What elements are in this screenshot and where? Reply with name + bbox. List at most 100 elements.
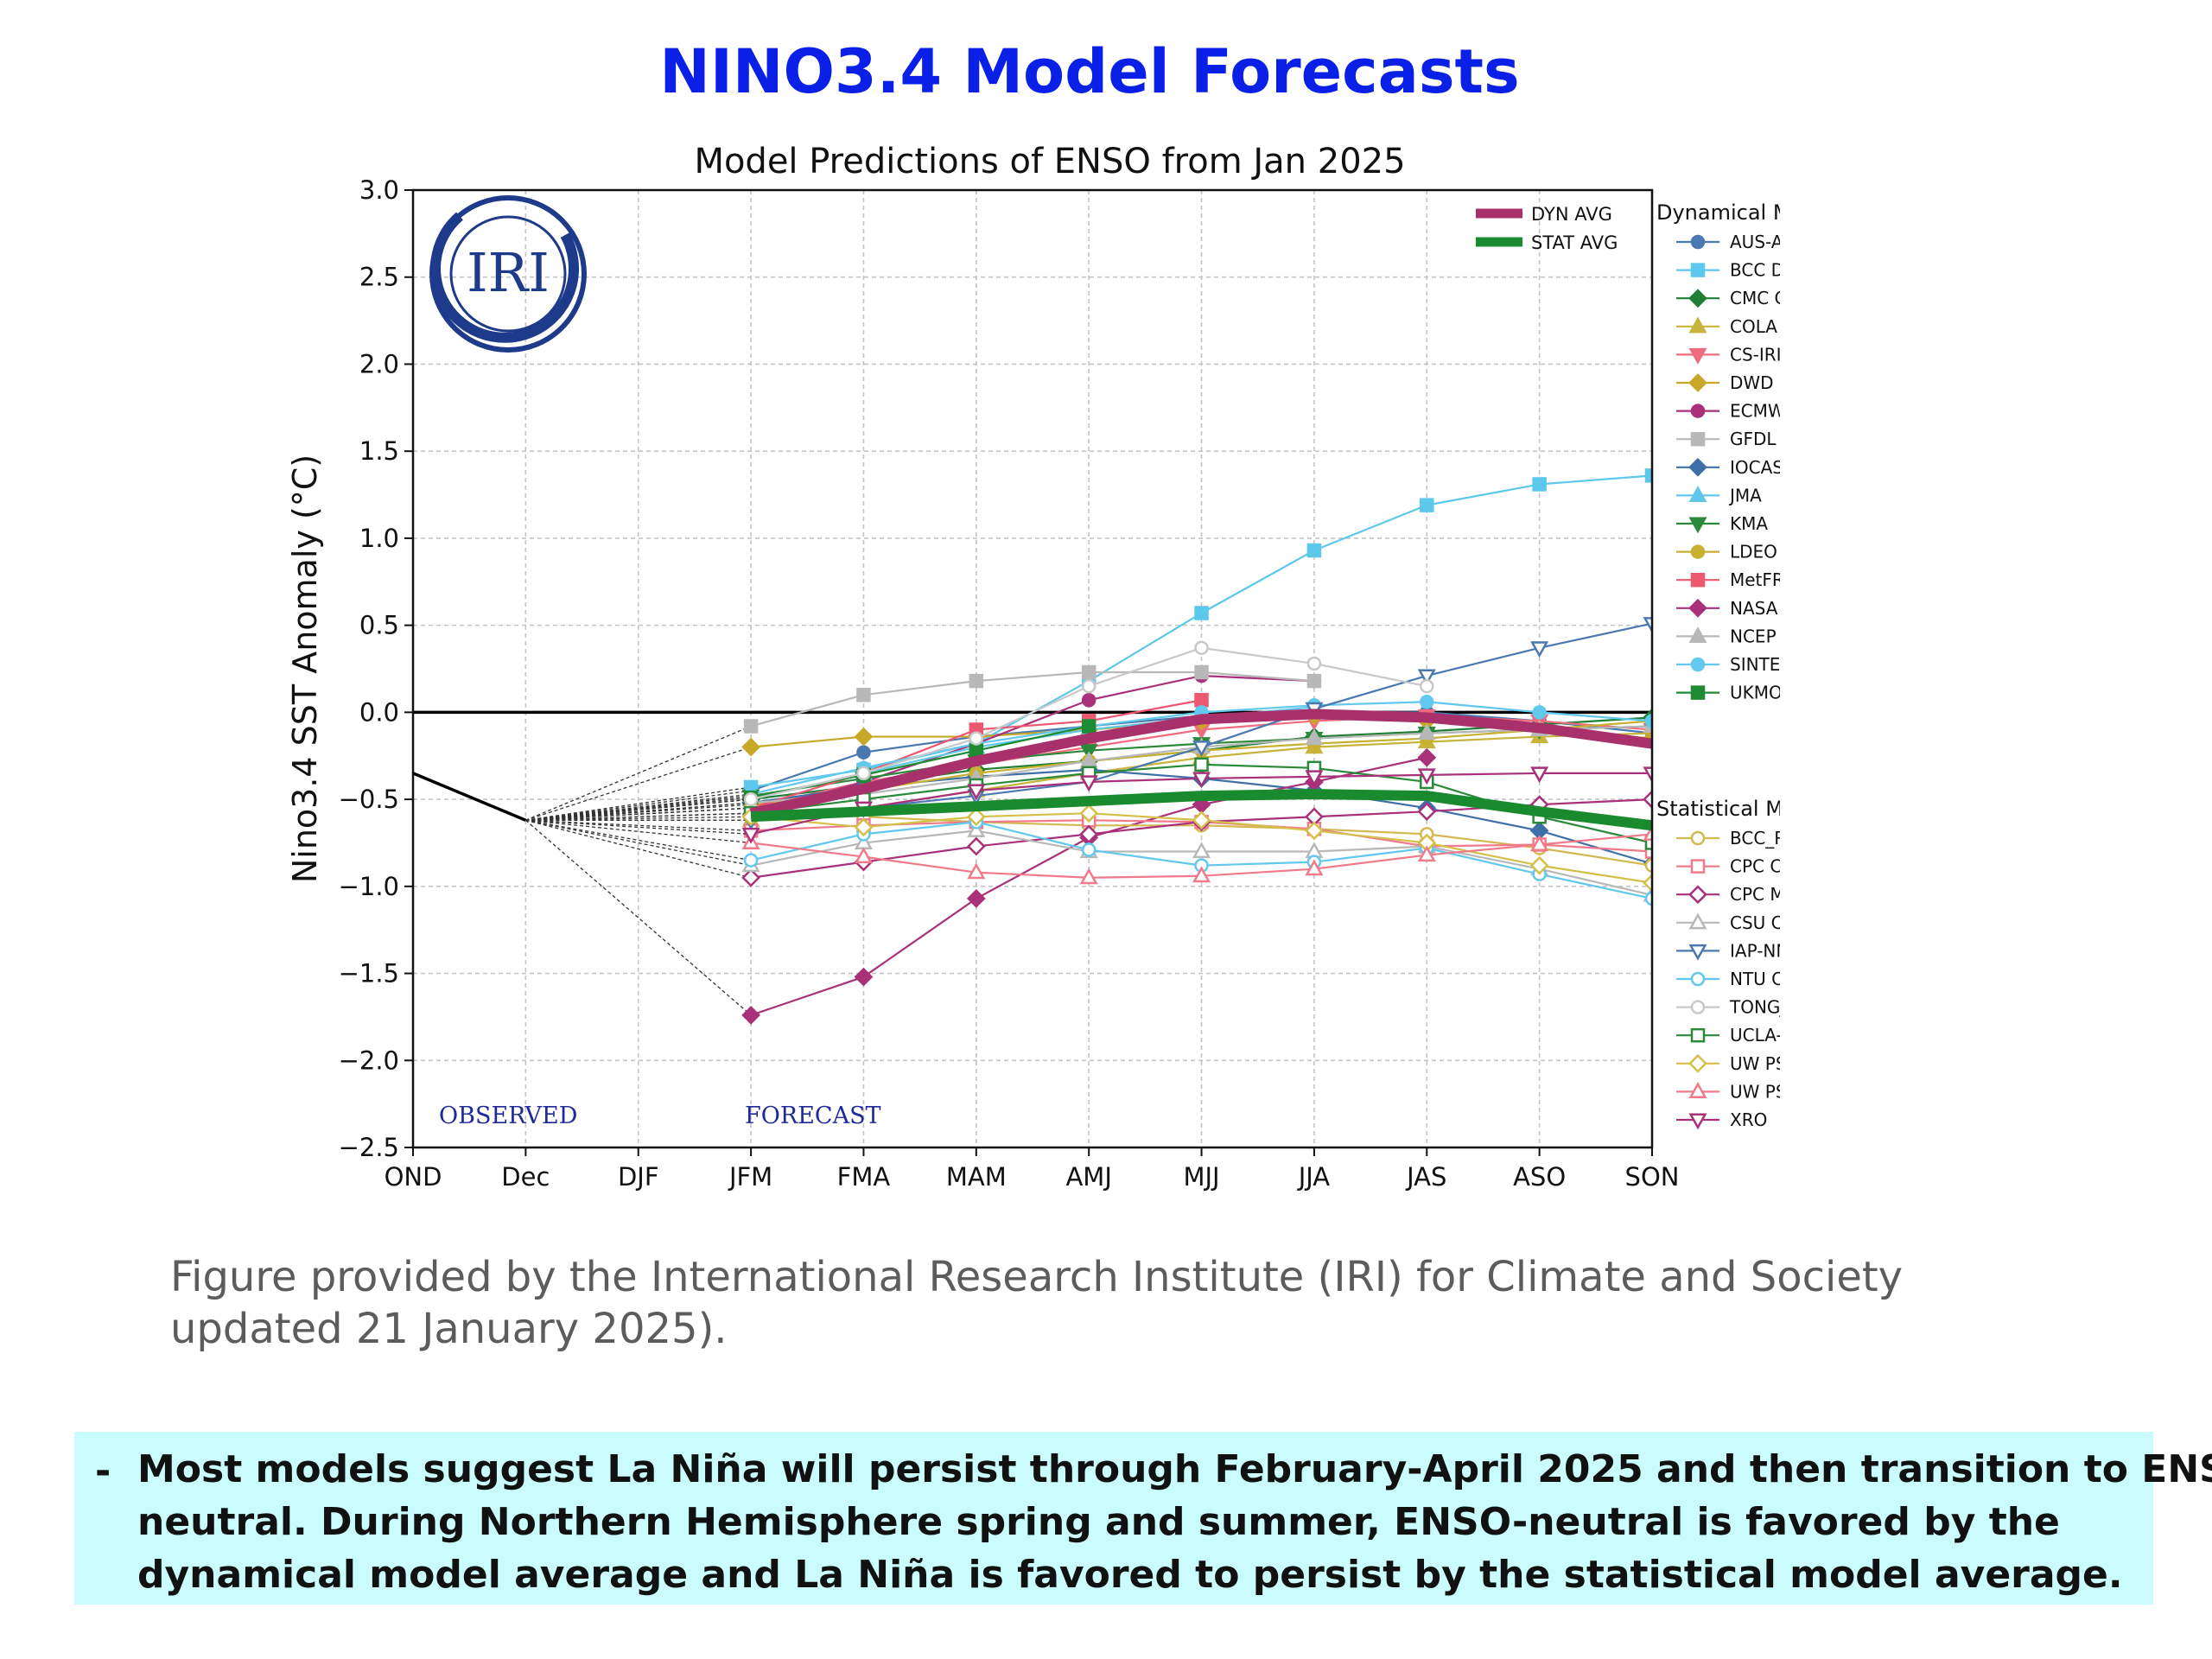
series-point-tongji-ml bbox=[969, 731, 984, 746]
series-point-ucla-tcd bbox=[1644, 836, 1652, 850]
series-point-sintex-f bbox=[1532, 705, 1547, 720]
annotation-forecast: FORECAST bbox=[745, 1103, 881, 1129]
series-point-cpc-mrkov bbox=[1643, 790, 1652, 809]
series-point-gfdl-spear bbox=[1194, 664, 1209, 680]
series-point-gfdl-spear bbox=[1306, 673, 1322, 689]
series-point-sintex-f bbox=[1644, 714, 1652, 728]
y-tick-label: −2.0 bbox=[339, 1046, 399, 1075]
series-point-csu-clipr bbox=[967, 821, 986, 837]
legend-marker-kma bbox=[1688, 517, 1707, 534]
note-line-2: neutral. During Northern Hemisphere spri… bbox=[137, 1500, 2060, 1544]
note-text: Most models suggest La Niña will persist… bbox=[137, 1443, 2212, 1601]
x-tick-label: MJJ bbox=[1183, 1162, 1219, 1192]
x-tick-label: Dec bbox=[501, 1162, 550, 1192]
y-tick-label: −1.0 bbox=[339, 872, 399, 901]
legend-marker-nasa-gmao bbox=[1688, 598, 1707, 618]
legend-label-ucla-tcd: UCLA-TCD bbox=[1730, 1025, 1780, 1046]
legend-marker-sintex-f bbox=[1690, 657, 1706, 672]
series-point-tongji-ml bbox=[1194, 640, 1209, 656]
x-tick-label: ASO bbox=[1513, 1162, 1566, 1192]
legend-label-cpc-ca: CPC CA bbox=[1730, 856, 1780, 877]
y-tick-label: 1.5 bbox=[359, 436, 399, 466]
connector-cpc-ca bbox=[525, 819, 752, 832]
legend-label-nasa-gmao: NASA GMAO bbox=[1730, 598, 1780, 619]
y-tick-label: 0.0 bbox=[359, 697, 399, 727]
y-tick-label: −2.5 bbox=[339, 1133, 399, 1162]
observed-line bbox=[413, 772, 527, 822]
legend-marker-cola-ccsm4 bbox=[1688, 316, 1707, 334]
plot-area bbox=[413, 190, 1652, 1147]
series-point-gfdl-spear bbox=[1081, 664, 1096, 680]
y-tick-label: 1.0 bbox=[359, 524, 399, 553]
legend-label-ntu-coda: NTU CODA bbox=[1730, 969, 1780, 989]
plot-group bbox=[413, 468, 1652, 1025]
y-tick-label: 2.5 bbox=[359, 263, 399, 292]
series-point-bcc-diap bbox=[1420, 498, 1434, 512]
series-point-ncep-cfsv2 bbox=[1417, 723, 1436, 741]
legend-label-aus-access: AUS-ACCESS bbox=[1730, 232, 1780, 252]
series-point-uw-psl-lim bbox=[967, 862, 986, 880]
connector-uw-psl-lim bbox=[525, 819, 752, 844]
series-point-bcc-diap bbox=[1194, 606, 1209, 620]
legend-title-dynamical-models: Dynamical Models bbox=[1656, 200, 1780, 225]
legend-label-uw-psl-lim: UW PSL-LIM bbox=[1730, 1081, 1780, 1102]
connector-cpc-mrkov bbox=[525, 819, 752, 879]
legend-marker-bcc-rzdm bbox=[1690, 830, 1706, 846]
legend-label-jma: JMA bbox=[1728, 485, 1762, 505]
legend-label-ecmwf: ECMWF bbox=[1730, 401, 1780, 422]
series-point-uw-psl-cslim bbox=[1529, 855, 1549, 875]
series-point-xro bbox=[967, 784, 986, 801]
legend-label-csu-clipr: CSU CLIPR bbox=[1730, 912, 1780, 933]
series-point-cpc-mrkov bbox=[966, 836, 986, 856]
legend-label-tongji-ml: TONGJI-ML bbox=[1729, 997, 1780, 1018]
series-point-ecmwf bbox=[1081, 693, 1096, 708]
figure-caption: Figure provided by the International Res… bbox=[170, 1251, 2114, 1355]
legend-label-ncep-cfsv2: NCEP CFSv2 bbox=[1730, 626, 1780, 646]
series-point-nasa-gmao bbox=[966, 889, 986, 908]
connector-ucla-tcd bbox=[525, 812, 752, 821]
series-point-ntu-coda bbox=[743, 853, 759, 868]
series-point-cpc-ca bbox=[1644, 844, 1652, 859]
series-point-gfdl-spear bbox=[969, 673, 984, 689]
series-point-xro bbox=[1417, 768, 1436, 785]
legend-marker-uw-psl-lim bbox=[1688, 1082, 1707, 1098]
legend-marker-aus-access bbox=[1690, 234, 1706, 250]
series-point-iap-nn bbox=[1530, 641, 1549, 658]
connector-gfdl-spear bbox=[525, 725, 752, 821]
connector-bcc-diap bbox=[525, 786, 752, 821]
chart-title: Model Predictions of ENSO from Jan 2025 bbox=[694, 142, 1405, 181]
series-point-uw-psl-lim bbox=[854, 847, 873, 864]
legend-label-bcc-rzdm: BCC_RZDM bbox=[1730, 828, 1780, 849]
y-axis-label: Nino3.4 SST Anomaly (°C) bbox=[286, 454, 324, 883]
legend-marker-ncep-cfsv2 bbox=[1688, 626, 1707, 643]
series-point-cpc-mrkov bbox=[1417, 802, 1437, 822]
note-line-1: Most models suggest La Niña will persist… bbox=[137, 1447, 2212, 1491]
x-tick-label: MAM bbox=[946, 1162, 1007, 1192]
series-point-dwd bbox=[741, 737, 760, 757]
y-tick-label: −1.5 bbox=[339, 959, 399, 988]
series-point-tongji-ml bbox=[1420, 678, 1434, 694]
legend-label-ukmo: UKMO bbox=[1730, 683, 1780, 703]
series-point-aus-access bbox=[856, 745, 871, 760]
legend-label-xro: XRO bbox=[1730, 1109, 1767, 1130]
logo-inner-ring bbox=[449, 215, 567, 333]
y-tick-label: 0.5 bbox=[359, 611, 399, 640]
series-point-ukmo bbox=[1081, 719, 1096, 734]
caption-line-2: updated 21 January 2025). bbox=[170, 1305, 728, 1353]
y-tick-label: −0.5 bbox=[339, 785, 399, 814]
series-point-nasa-gmao bbox=[854, 967, 874, 987]
legend-label-gfdl-spear: GFDL SPEAR bbox=[1730, 429, 1780, 449]
series-point-metfrance bbox=[1194, 693, 1209, 708]
series-point-iap-nn bbox=[1192, 741, 1211, 757]
x-tick-label: JFM bbox=[728, 1162, 772, 1192]
series-point-csu-clipr bbox=[1192, 842, 1211, 859]
series-point-uw-psl-lim bbox=[1305, 859, 1324, 876]
series-point-iap-nn bbox=[1643, 617, 1652, 633]
connector-csu-clipr bbox=[525, 819, 752, 867]
caption-line-1: Figure provided by the International Res… bbox=[170, 1253, 1904, 1301]
series-point-xro bbox=[1079, 775, 1098, 792]
connector-dwd bbox=[525, 747, 752, 821]
legend-title-statistical-models: Statistical Models bbox=[1656, 797, 1780, 821]
x-tick-label: JJA bbox=[1297, 1162, 1331, 1192]
legend-marker-cpc-ca bbox=[1690, 859, 1706, 874]
